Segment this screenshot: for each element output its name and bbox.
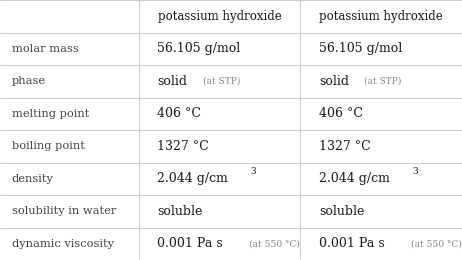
Text: molar mass: molar mass	[12, 44, 78, 54]
Text: density: density	[12, 174, 54, 184]
Text: melting point: melting point	[12, 109, 89, 119]
Text: dynamic viscosity: dynamic viscosity	[12, 239, 114, 249]
Text: 2.044 g/cm: 2.044 g/cm	[157, 172, 228, 185]
Text: soluble: soluble	[319, 205, 364, 218]
Text: solubility in water: solubility in water	[12, 206, 116, 216]
Text: phase: phase	[12, 76, 46, 86]
Text: 406 °C: 406 °C	[319, 107, 363, 120]
Text: 0.001 Pa s: 0.001 Pa s	[319, 237, 384, 250]
Text: 0.001 Pa s: 0.001 Pa s	[157, 237, 223, 250]
Text: (at 550 °C): (at 550 °C)	[411, 239, 462, 248]
Text: 1327 °C: 1327 °C	[157, 140, 209, 153]
Text: (at 550 °C): (at 550 °C)	[249, 239, 300, 248]
Text: solid: solid	[157, 75, 187, 88]
Text: 1327 °C: 1327 °C	[319, 140, 371, 153]
Text: 56.105 g/mol: 56.105 g/mol	[319, 42, 402, 55]
Text: potassium hydroxide: potassium hydroxide	[158, 10, 281, 23]
Text: 56.105 g/mol: 56.105 g/mol	[157, 42, 240, 55]
Text: 3: 3	[250, 167, 256, 176]
Text: 406 °C: 406 °C	[157, 107, 201, 120]
Text: 3: 3	[412, 167, 418, 176]
Text: (at STP): (at STP)	[365, 77, 402, 86]
Text: (at STP): (at STP)	[203, 77, 240, 86]
Text: potassium hydroxide: potassium hydroxide	[319, 10, 443, 23]
Text: solid: solid	[319, 75, 349, 88]
Text: soluble: soluble	[157, 205, 202, 218]
Text: boiling point: boiling point	[12, 141, 85, 151]
Text: 2.044 g/cm: 2.044 g/cm	[319, 172, 389, 185]
